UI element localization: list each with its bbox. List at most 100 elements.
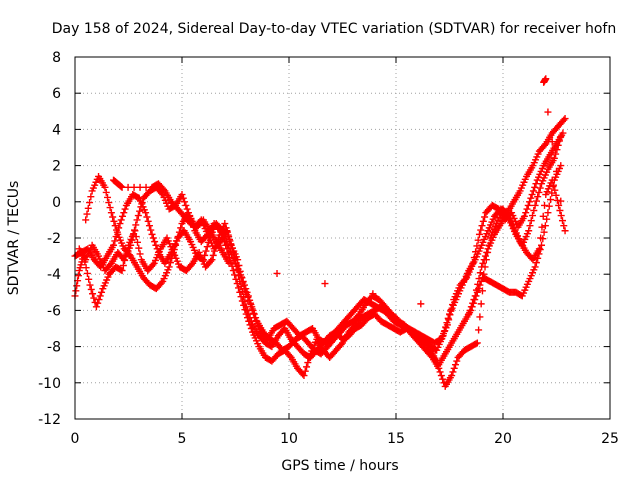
grid bbox=[75, 57, 610, 419]
data-point bbox=[124, 183, 132, 191]
data-point bbox=[94, 299, 102, 307]
chart-title: Day 158 of 2024, Sidereal Day-to-day VTE… bbox=[52, 21, 616, 37]
data-point bbox=[177, 224, 185, 232]
data-point bbox=[547, 196, 555, 204]
data-point bbox=[529, 212, 537, 220]
data-point bbox=[304, 359, 312, 367]
data-point bbox=[84, 204, 92, 212]
data-point bbox=[132, 221, 140, 229]
data-point bbox=[556, 206, 564, 214]
data-point bbox=[479, 259, 487, 267]
data-point bbox=[160, 185, 168, 193]
data-point bbox=[246, 299, 254, 307]
data-point bbox=[173, 237, 181, 245]
data-point bbox=[526, 198, 534, 206]
data-point bbox=[523, 205, 531, 213]
y-tick-label: -8 bbox=[47, 340, 61, 356]
data-point bbox=[557, 162, 565, 170]
data-point bbox=[436, 368, 444, 376]
data-point bbox=[481, 252, 489, 260]
y-tick-label: -2 bbox=[47, 231, 61, 247]
data-point bbox=[527, 217, 535, 225]
data-point bbox=[538, 223, 546, 231]
data-point bbox=[545, 202, 553, 210]
data-point bbox=[478, 263, 486, 271]
data-point bbox=[478, 287, 486, 295]
data-point bbox=[531, 263, 539, 271]
data-point bbox=[554, 141, 562, 149]
data-point bbox=[450, 364, 458, 372]
y-tick-label: 6 bbox=[52, 86, 61, 102]
data-point bbox=[553, 196, 561, 204]
data-point bbox=[551, 186, 559, 194]
data-point bbox=[117, 183, 125, 191]
data-point bbox=[148, 230, 156, 238]
data-point bbox=[136, 183, 144, 191]
data-point bbox=[149, 261, 157, 269]
data-point bbox=[157, 279, 165, 287]
data-point bbox=[229, 267, 237, 275]
data-point bbox=[301, 367, 309, 375]
data-point bbox=[544, 209, 552, 217]
data-point bbox=[542, 75, 550, 83]
data-point bbox=[119, 262, 127, 270]
data-point bbox=[541, 201, 549, 209]
data-point bbox=[142, 209, 150, 217]
data-point bbox=[106, 204, 114, 212]
data-point bbox=[83, 210, 91, 218]
data-point bbox=[232, 275, 240, 283]
y-tick-label: 8 bbox=[52, 50, 61, 66]
data-point bbox=[440, 327, 448, 335]
data-point bbox=[465, 310, 473, 318]
data-point bbox=[529, 187, 537, 195]
data-point bbox=[539, 212, 547, 220]
data-point bbox=[550, 154, 558, 162]
data-point bbox=[110, 241, 118, 249]
data-point bbox=[143, 213, 151, 221]
y-tick-label: -4 bbox=[47, 267, 61, 283]
data-point bbox=[133, 216, 141, 224]
data-point bbox=[202, 247, 210, 255]
data-point bbox=[142, 183, 150, 191]
data-point bbox=[321, 280, 329, 288]
data-point bbox=[224, 249, 232, 257]
data-point bbox=[235, 262, 243, 270]
data-point bbox=[273, 269, 281, 277]
data-point bbox=[248, 303, 256, 311]
x-tick-label: 10 bbox=[280, 431, 298, 447]
x-tick-label: 20 bbox=[494, 431, 512, 447]
data-point bbox=[475, 326, 483, 334]
data-point bbox=[72, 287, 80, 295]
data-point bbox=[555, 137, 563, 145]
data-point bbox=[87, 285, 95, 293]
data-point bbox=[223, 245, 231, 253]
data-point bbox=[118, 183, 126, 191]
data-point bbox=[483, 248, 491, 256]
data-point bbox=[212, 243, 220, 251]
series-track-c bbox=[75, 133, 565, 369]
data-point bbox=[147, 226, 155, 234]
y-tick-label: -6 bbox=[47, 303, 61, 319]
data-point bbox=[98, 288, 106, 296]
data-point bbox=[225, 233, 233, 241]
y-tick-label: 2 bbox=[52, 159, 61, 175]
x-tick-label: 25 bbox=[601, 431, 619, 447]
data-point bbox=[478, 274, 486, 282]
data-point bbox=[481, 213, 489, 221]
data-point bbox=[92, 303, 100, 311]
data-point bbox=[149, 234, 157, 242]
data-point bbox=[466, 306, 474, 314]
data-point bbox=[467, 303, 475, 311]
data-point bbox=[133, 238, 141, 246]
data-point bbox=[535, 188, 543, 196]
data-point bbox=[102, 188, 110, 196]
data-point bbox=[172, 241, 180, 249]
data-point bbox=[237, 273, 245, 281]
data-point bbox=[138, 199, 146, 207]
data-point bbox=[82, 264, 90, 272]
data-point bbox=[181, 198, 189, 206]
data-point bbox=[231, 271, 239, 279]
data-point bbox=[166, 259, 174, 267]
data-point bbox=[555, 201, 563, 209]
